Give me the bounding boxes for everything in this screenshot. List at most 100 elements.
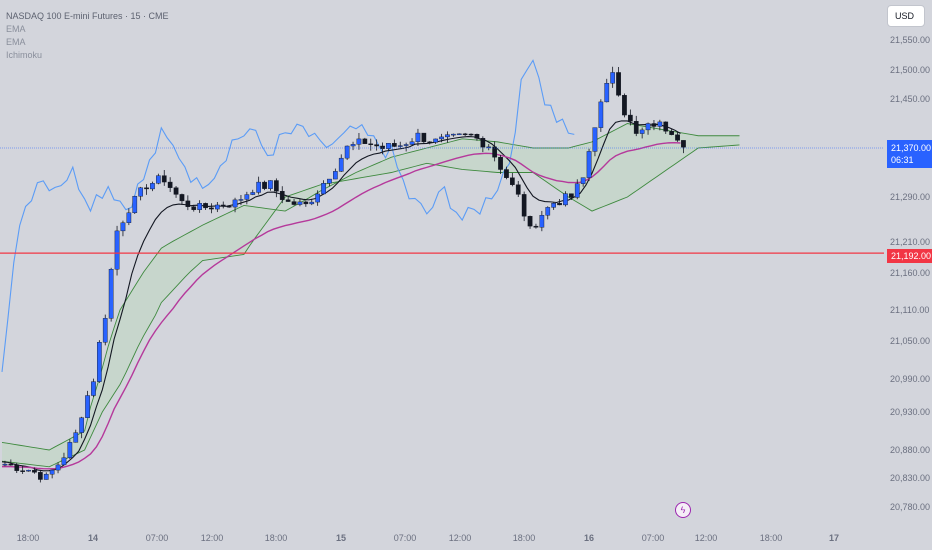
- candle: [574, 179, 580, 200]
- candle: [392, 139, 397, 147]
- candle: [427, 141, 433, 145]
- candle: [203, 202, 208, 211]
- candle-body: [20, 470, 26, 472]
- candle: [610, 66, 616, 88]
- candle: [669, 128, 675, 136]
- indicator-ema-slow[interactable]: EMA: [6, 37, 26, 47]
- candle-body: [303, 201, 309, 205]
- candle-body: [504, 169, 509, 178]
- symbol-title[interactable]: NASDAQ 100 E-mini Futures · 15 · CME: [6, 11, 169, 21]
- candle: [209, 203, 214, 214]
- candle-body: [468, 133, 474, 136]
- price-tick-label: 20,880.00: [890, 445, 930, 455]
- price-axis[interactable]: 21,550.00 21,500.00 21,450.00 21,290.00 21,2…: [890, 35, 930, 512]
- price-tick-label: 20,830.00: [890, 473, 930, 483]
- cloud-fill: [2, 123, 740, 467]
- candle: [344, 145, 350, 161]
- candle: [651, 119, 657, 131]
- candle-body: [161, 175, 167, 183]
- candle-body: [645, 123, 651, 131]
- indicator-ema-fast[interactable]: EMA: [6, 24, 26, 34]
- candle: [380, 142, 385, 155]
- candle-body: [333, 171, 338, 180]
- candle-body: [14, 464, 20, 471]
- price-tick-label: 20,930.00: [890, 407, 930, 417]
- candle-body: [173, 187, 179, 195]
- candle-body: [26, 469, 31, 472]
- candle-body: [197, 203, 203, 210]
- candle-body: [167, 181, 173, 188]
- candle: [126, 208, 132, 226]
- candle: [468, 133, 474, 137]
- currency-button[interactable]: USD: [887, 5, 925, 27]
- candles: [2, 66, 686, 483]
- candle-body: [114, 230, 120, 270]
- candle-body: [616, 72, 621, 96]
- candle: [138, 186, 144, 201]
- candle-body: [226, 206, 232, 208]
- candle-body: [521, 194, 527, 217]
- candle-body: [279, 190, 285, 200]
- candle-body: [321, 183, 326, 195]
- candle-body: [415, 132, 421, 142]
- price-tick-label: 21,450.00: [890, 94, 930, 104]
- time-tick-label: 12:00: [695, 533, 718, 543]
- candle: [256, 176, 262, 195]
- candle: [91, 378, 96, 398]
- candle-body: [675, 134, 680, 141]
- candle: [114, 225, 120, 276]
- candle: [451, 133, 456, 137]
- candle: [675, 131, 680, 142]
- horizontal-level-label[interactable]: 21,192.00: [887, 249, 932, 263]
- candle: [49, 469, 55, 479]
- candle-body: [639, 129, 645, 134]
- candle-body: [350, 144, 356, 147]
- candle: [220, 201, 226, 209]
- candle: [510, 172, 515, 187]
- candle-body: [498, 157, 503, 170]
- candle-body: [285, 199, 291, 202]
- candle: [480, 136, 486, 153]
- candle: [598, 99, 604, 132]
- candle-body: [421, 132, 427, 143]
- candle: [238, 195, 244, 206]
- candle-body: [43, 473, 49, 480]
- candle: [102, 314, 108, 346]
- candle: [557, 198, 562, 206]
- candle-body: [102, 318, 108, 343]
- candle-body: [445, 134, 450, 138]
- candle: [79, 416, 85, 439]
- candle: [173, 185, 179, 198]
- candle: [445, 131, 450, 143]
- price-tick-label: 21,550.00: [890, 35, 930, 45]
- candle: [327, 178, 332, 187]
- candle-body: [61, 457, 67, 466]
- time-tick-label: 14: [88, 533, 98, 543]
- candle-body: [232, 199, 238, 208]
- candle-body: [569, 193, 574, 198]
- cloud-span-b: [1, 144, 740, 468]
- candle-body: [380, 145, 385, 149]
- candle-body: [486, 146, 492, 149]
- time-tick-label: 12:00: [449, 533, 472, 543]
- candle-body: [492, 146, 498, 158]
- candle-body: [344, 145, 350, 159]
- price-tick-label: 20,990.00: [890, 374, 930, 384]
- candle-body: [150, 183, 155, 190]
- candle-body: [315, 193, 321, 203]
- candle-body: [356, 138, 362, 145]
- indicator-ichimoku[interactable]: Ichimoku: [6, 50, 43, 60]
- candle: [38, 470, 43, 483]
- lightning-bolt-icon[interactable]: ϟ: [675, 502, 691, 518]
- candle-body: [574, 183, 580, 198]
- candle: [150, 181, 155, 192]
- time-axis[interactable]: 18:00 14 07:00 12:00 18:00 15 07:00 12:00 18:00 1…: [17, 533, 839, 543]
- price-tick-label: 21,110.00: [890, 305, 929, 315]
- candle-body: [510, 177, 515, 185]
- candle-body: [262, 181, 267, 189]
- candle: [639, 127, 645, 139]
- candle-body: [191, 206, 197, 210]
- candle: [456, 133, 462, 136]
